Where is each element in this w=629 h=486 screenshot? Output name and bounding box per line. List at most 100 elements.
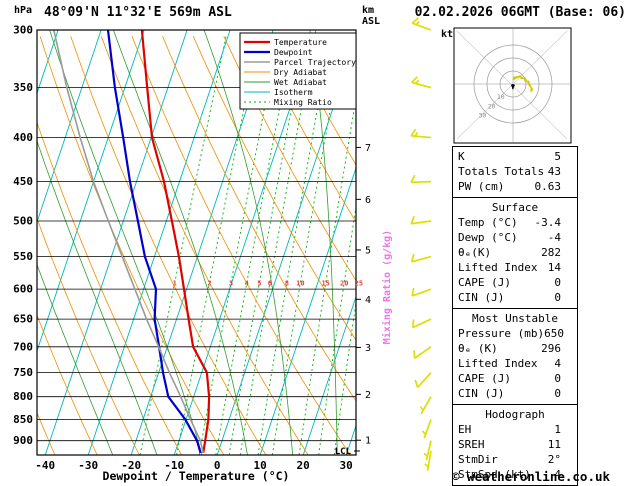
- stat-value: 1: [554, 423, 561, 436]
- plot-area: [0, 30, 450, 455]
- pressure-tick-label: 400: [13, 131, 33, 144]
- stat-value: 0: [554, 372, 561, 385]
- stat-label: θₑ(K): [458, 246, 492, 259]
- temp-tick-label: -20: [121, 459, 141, 472]
- hodograph-unit-label: kt: [441, 29, 454, 40]
- dry-adiabat-line: [39, 36, 225, 455]
- pressure-axis-unit: hPa: [14, 5, 32, 16]
- stat-value: 4: [554, 357, 561, 370]
- altitude-axis-unit: km: [362, 5, 374, 16]
- indices-table: K 5 Totals Totals 43 PW (cm) 0.63: [452, 146, 578, 198]
- stat-label: CIN (J): [458, 387, 505, 400]
- table-row: CIN (J) 0: [453, 290, 577, 305]
- table-row: Lifted Index 14: [453, 260, 577, 275]
- isotherm-line: [259, 166, 356, 455]
- stats-panel: K 5 Totals Totals 43 PW (cm) 0.63 Surface Temp…: [452, 146, 578, 486]
- stat-value: 0: [554, 387, 561, 400]
- stat-value: 282: [541, 246, 561, 259]
- mixing-ratio-value-label: 6: [268, 279, 272, 287]
- dry-adiabat-line: [37, 121, 182, 455]
- mixing-ratio-line: [239, 36, 316, 455]
- km-tick-label: 6: [365, 195, 371, 206]
- table-row: CIN (J) 0: [453, 386, 577, 401]
- stat-label: Totals Totals: [458, 165, 545, 178]
- temp-tick-label: 20: [297, 459, 310, 472]
- table-row: Temp (°C) -3.4: [453, 215, 577, 230]
- legend-item-label: Dewpoint: [274, 48, 313, 57]
- stat-label: CIN (J): [458, 291, 505, 304]
- pressure-tick-label: 650: [13, 313, 33, 326]
- dewpoint-curve: [106, 30, 202, 454]
- stat-value: 14: [547, 261, 561, 274]
- stat-value: -3.4: [534, 216, 562, 229]
- dry-adiabat-line: [192, 36, 356, 341]
- stat-value: 2°: [547, 453, 561, 466]
- stat-value: -4: [547, 231, 561, 244]
- table-row: CAPE (J) 0: [453, 371, 577, 386]
- wet-adiabat-line: [203, 30, 294, 455]
- stat-label: EH: [458, 423, 472, 436]
- isotherm-line: [87, 30, 231, 455]
- table-section-title: Hodograph: [485, 408, 545, 421]
- wet-adiabat-line: [309, 30, 338, 455]
- stat-label: CAPE (J): [458, 372, 511, 385]
- km-tick-label: 4: [365, 295, 371, 306]
- surface-table: Surface Temp (°C) -3.4 Dewp (°C) -4 θₑ(K) 282 L…: [452, 197, 578, 309]
- dry-adiabat-line: [254, 36, 356, 223]
- stat-value: 650: [544, 327, 564, 340]
- km-tick-label: 2: [365, 390, 371, 401]
- stat-value: 11: [547, 438, 561, 451]
- stat-label: StmDir: [458, 453, 498, 466]
- wet-adiabat-line: [49, 30, 203, 455]
- mixing-ratio-value-label: 1: [173, 279, 177, 287]
- table-row: EH 1: [453, 422, 577, 437]
- wet-adiabat-line: [37, 139, 158, 455]
- altitude-axis-unit: ASL: [362, 16, 380, 27]
- temp-tick-label: -40: [35, 459, 55, 472]
- station-title: 48°09'N 11°32'E 569m ASL: [44, 5, 232, 20]
- dry-adiabat-line: [0, 36, 13, 455]
- dry-adiabat-line: [162, 36, 356, 402]
- most-unstable-table: Most Unstable Pressure (mb) 650 θₑ (K) 296 Li…: [452, 308, 578, 405]
- mixing-ratio-line: [228, 36, 306, 455]
- hodograph-ring-label: 30: [479, 112, 487, 120]
- dry-adiabat-line: [131, 36, 351, 455]
- pressure-tick-label: 750: [13, 366, 33, 379]
- mixing-ratio-value-label: 5: [257, 279, 261, 287]
- stat-value: 43: [547, 165, 561, 178]
- mixing-ratio-line: [298, 95, 356, 455]
- mixing-ratio-line: [271, 36, 344, 455]
- stat-label: θₑ (K): [458, 342, 498, 355]
- isotherm-line: [302, 295, 356, 455]
- isotherm-line: [389, 30, 450, 455]
- table-row: SREH 11: [453, 437, 577, 452]
- stat-label: PW (cm): [458, 180, 505, 193]
- dry-adiabat-line: [37, 314, 98, 455]
- dry-adiabat-line: [346, 36, 356, 55]
- table-row: Pressure (mb) 650: [453, 326, 577, 341]
- pressure-tick-label: 700: [13, 340, 33, 353]
- parcel-curve: [53, 30, 204, 454]
- isotherm-line: [345, 424, 356, 455]
- legend-item-label: Temperature: [274, 38, 327, 47]
- temp-tick-label: -10: [164, 459, 184, 472]
- table-row: Lifted Index 4: [453, 356, 577, 371]
- temp-tick-label: 10: [254, 459, 267, 472]
- wind-barbs: [410, 17, 432, 471]
- table-row: θₑ (K) 296: [453, 341, 577, 356]
- stat-label: StmSpd (kt): [458, 468, 531, 481]
- stat-label: Temp (°C): [458, 216, 518, 229]
- stat-value: 0.63: [534, 180, 562, 193]
- dry-adiabat-line: [37, 217, 140, 455]
- stat-label: Lifted Index: [458, 261, 538, 274]
- mixing-ratio-value-label: 15: [321, 279, 329, 287]
- pressure-tick-label: 350: [13, 81, 33, 94]
- datetime-label: 02.02.2026 06GMT (Base: 06): [414, 5, 626, 20]
- mixing-ratio-value-label: 10: [296, 279, 304, 287]
- skewt-chart: hPa3003504004505005506006507007508008509…: [0, 5, 450, 483]
- pressure-tick-label: 600: [13, 283, 33, 296]
